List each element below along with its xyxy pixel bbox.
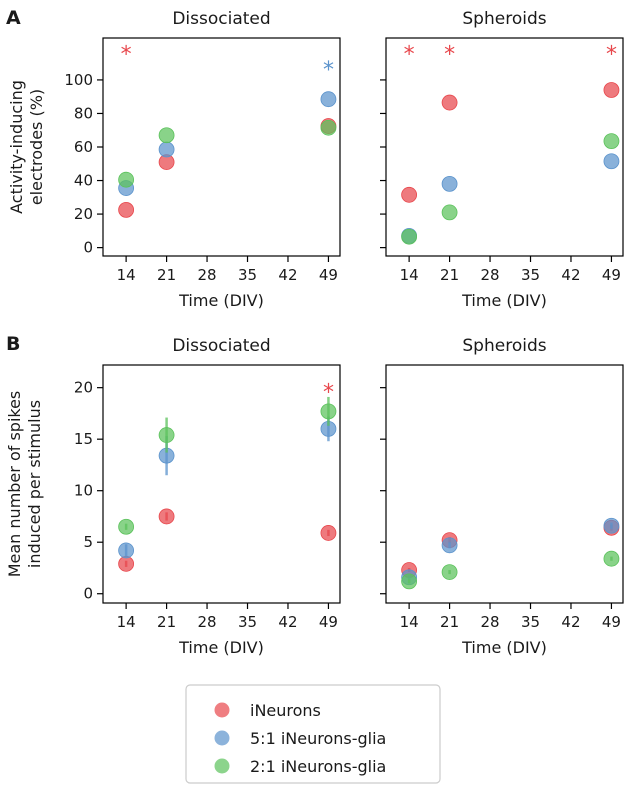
point-2-1-ineurons-glia (118, 171, 135, 188)
y-tick-label: 10 (74, 482, 93, 500)
point-2-1-ineurons-glia (441, 564, 458, 580)
x-tick-label: 21 (157, 266, 176, 284)
y-tick-label: 60 (74, 138, 93, 156)
chart-title: Dissociated (172, 9, 270, 29)
x-tick-label: 21 (440, 613, 459, 631)
x-tick-label: 14 (400, 266, 419, 284)
chart-title: Dissociated (172, 336, 270, 356)
x-axis-label: Time (DIV) (461, 638, 547, 657)
point-5-1-ineurons-glia (603, 153, 620, 170)
y-tick-label: 40 (74, 172, 93, 190)
significance-star: * (121, 43, 132, 68)
point-2-1-ineurons-glia (118, 518, 135, 535)
point-2-1-ineurons-glia (603, 133, 620, 150)
plot-frame (385, 364, 624, 604)
point-5-1-ineurons-glia (441, 537, 458, 554)
x-tick-label: 21 (157, 613, 176, 631)
y-tick-label: 15 (74, 430, 93, 448)
x-tick-label: 28 (481, 266, 500, 284)
point-2-1-ineurons-glia (158, 127, 175, 144)
x-tick-label: 14 (400, 613, 419, 631)
y-axis-label-line-2: electrodes (%) (27, 89, 46, 205)
point-5-1-ineurons-glia (441, 175, 458, 192)
x-tick-label: 35 (521, 266, 540, 284)
point-ineurons (603, 82, 620, 98)
point-2-1-ineurons-glia (603, 550, 620, 567)
point-5-1-ineurons-glia (118, 542, 135, 559)
point-ineurons (401, 186, 418, 203)
point-5-1-ineurons-glia (603, 517, 620, 534)
x-axis-label: Time (DIV) (461, 291, 547, 310)
point-ineurons (158, 508, 175, 525)
point-2-1-ineurons-glia (320, 403, 337, 420)
plot-frame (102, 37, 341, 257)
x-tick-label: 28 (481, 613, 500, 631)
significance-star: * (323, 58, 334, 83)
chart-3: Dissociated 14 21 28 35 42 49 Time (DIV) 0 5 10 15 2… (5, 336, 341, 657)
charts: Dissociated 14 21 28 35 42 49 Time (DIV) 0 20 40 60… (5, 9, 624, 657)
x-tick-label: 49 (602, 266, 621, 284)
x-tick-label: 42 (561, 613, 580, 631)
plot-frame (102, 364, 341, 604)
y-tick-label: 0 (83, 585, 93, 603)
point-5-1-ineurons-glia (320, 91, 337, 108)
point-ineurons (118, 555, 135, 572)
x-tick-label: 42 (278, 266, 297, 284)
significance-star: * (323, 381, 334, 406)
x-tick-label: 49 (319, 266, 338, 284)
point-ineurons (441, 94, 458, 111)
x-tick-label: 35 (238, 266, 257, 284)
y-tick-label: 20 (74, 205, 93, 223)
legend-frame (185, 684, 441, 784)
chart-2: Spheroids 14 21 28 35 42 49 Time (DIV) * * * (380, 9, 624, 310)
significance-star: * (606, 43, 617, 68)
legend-label-ineurons: iNeurons (250, 701, 321, 720)
chart-title: Spheroids (462, 336, 546, 356)
panel-label-b: B (6, 333, 20, 355)
plot-frame (385, 37, 624, 257)
x-axis-label: Time (DIV) (178, 638, 264, 657)
chart-1: Dissociated 14 21 28 35 42 49 Time (DIV) 0 20 40 60… (7, 9, 341, 310)
y-axis-label-line-2: induced per stimulus (25, 400, 44, 568)
x-tick-label: 42 (278, 613, 297, 631)
point-5-1-ineurons-glia (158, 141, 175, 158)
y-axis-label-line-1: Mean number of spikes (5, 391, 24, 578)
legend-marker-5to1 (214, 730, 230, 746)
significance-star: * (444, 43, 455, 68)
x-tick-label: 28 (198, 266, 217, 284)
significance-star: * (404, 43, 415, 68)
point-2-1-ineurons-glia (320, 119, 337, 136)
x-tick-label: 42 (561, 266, 580, 284)
y-tick-label: 100 (64, 71, 93, 89)
point-2-1-ineurons-glia (158, 427, 175, 443)
point-2-1-ineurons-glia (401, 573, 418, 590)
chart-4: Spheroids 14 21 28 35 42 49 Time (DIV) (380, 336, 624, 657)
y-axis-label-line-1: Activity-inducing (7, 80, 26, 214)
legend-label-5to1: 5:1 iNeurons-glia (250, 729, 386, 748)
y-tick-label: 0 (83, 239, 93, 257)
point-ineurons (118, 201, 135, 218)
x-tick-label: 28 (198, 613, 217, 631)
x-tick-label: 35 (238, 613, 257, 631)
y-tick-label: 20 (74, 379, 93, 397)
legend-marker-ineurons (214, 702, 230, 718)
y-tick-label: 5 (83, 533, 93, 551)
x-tick-label: 21 (440, 266, 459, 284)
x-tick-label: 14 (117, 266, 136, 284)
chart-title: Spheroids (462, 9, 546, 29)
x-axis-label: Time (DIV) (178, 291, 264, 310)
point-2-1-ineurons-glia (441, 204, 458, 221)
point-ineurons (320, 525, 337, 541)
legend: iNeurons 5:1 iNeurons-glia 2:1 iNeurons-… (185, 684, 441, 784)
x-tick-label: 49 (602, 613, 621, 631)
legend-marker-2to1 (214, 758, 230, 774)
panel-label-a: A (6, 7, 21, 29)
x-tick-label: 35 (521, 613, 540, 631)
y-tick-label: 80 (74, 104, 93, 122)
x-tick-label: 14 (117, 613, 136, 631)
x-tick-label: 49 (319, 613, 338, 631)
point-2-1-ineurons-glia (401, 228, 418, 245)
legend-label-2to1: 2:1 iNeurons-glia (250, 757, 386, 776)
